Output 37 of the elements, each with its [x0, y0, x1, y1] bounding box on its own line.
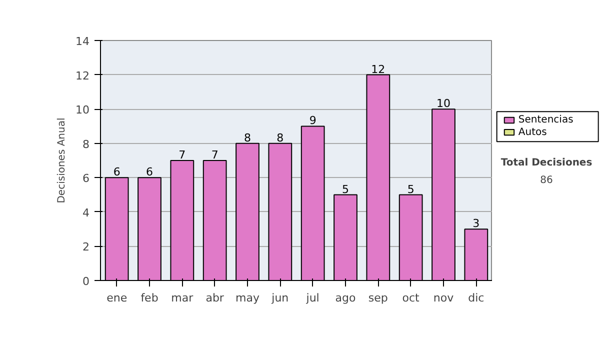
y-tick-label: 4	[82, 206, 90, 220]
text: 86	[540, 174, 553, 186]
legend-label: Autos	[518, 126, 547, 138]
x-tick-label: feb	[140, 292, 158, 304]
y-tick-label: 10	[76, 104, 90, 117]
y-tick-label: 0	[82, 275, 90, 288]
data-label: 8	[244, 131, 251, 144]
x-tick-label: jun	[270, 292, 289, 304]
x-tick-label: may	[236, 292, 260, 304]
y-tick-label: 12	[76, 69, 90, 82]
y-tick-label: 6	[82, 172, 90, 186]
y-tick-label: 2	[82, 240, 90, 254]
data-label: 3	[472, 217, 480, 230]
data-label: 9	[309, 114, 316, 128]
y-tick-label: 8	[82, 138, 90, 151]
x-tick-label: sep	[368, 292, 388, 304]
data-label: 7	[211, 148, 218, 162]
data-label: 7	[178, 148, 186, 162]
x-tick-label: nov	[433, 292, 454, 304]
y-tick-label: 14	[76, 35, 90, 48]
data-label: 8	[276, 131, 284, 144]
legend-label: Sentencias	[518, 114, 574, 126]
data-label: 6	[146, 166, 153, 179]
data-label: 6	[113, 166, 120, 179]
data-label: 5	[407, 182, 414, 196]
x-tick-label: ago	[335, 292, 356, 304]
x-tick-label: oct	[402, 292, 420, 304]
x-tick-label: ene	[106, 292, 128, 304]
text: Total Decisiones	[500, 158, 592, 169]
x-tick-label: abr	[206, 292, 224, 304]
data-label: 10	[436, 97, 450, 110]
x-tick-label: jul	[305, 292, 320, 304]
x-tick-label: mar	[171, 292, 194, 304]
y-axis-title: Decisiones Anual	[56, 118, 68, 204]
x-tick-label: dic	[468, 292, 484, 304]
data-label: 12	[371, 62, 386, 76]
data-label: 5	[342, 182, 349, 196]
